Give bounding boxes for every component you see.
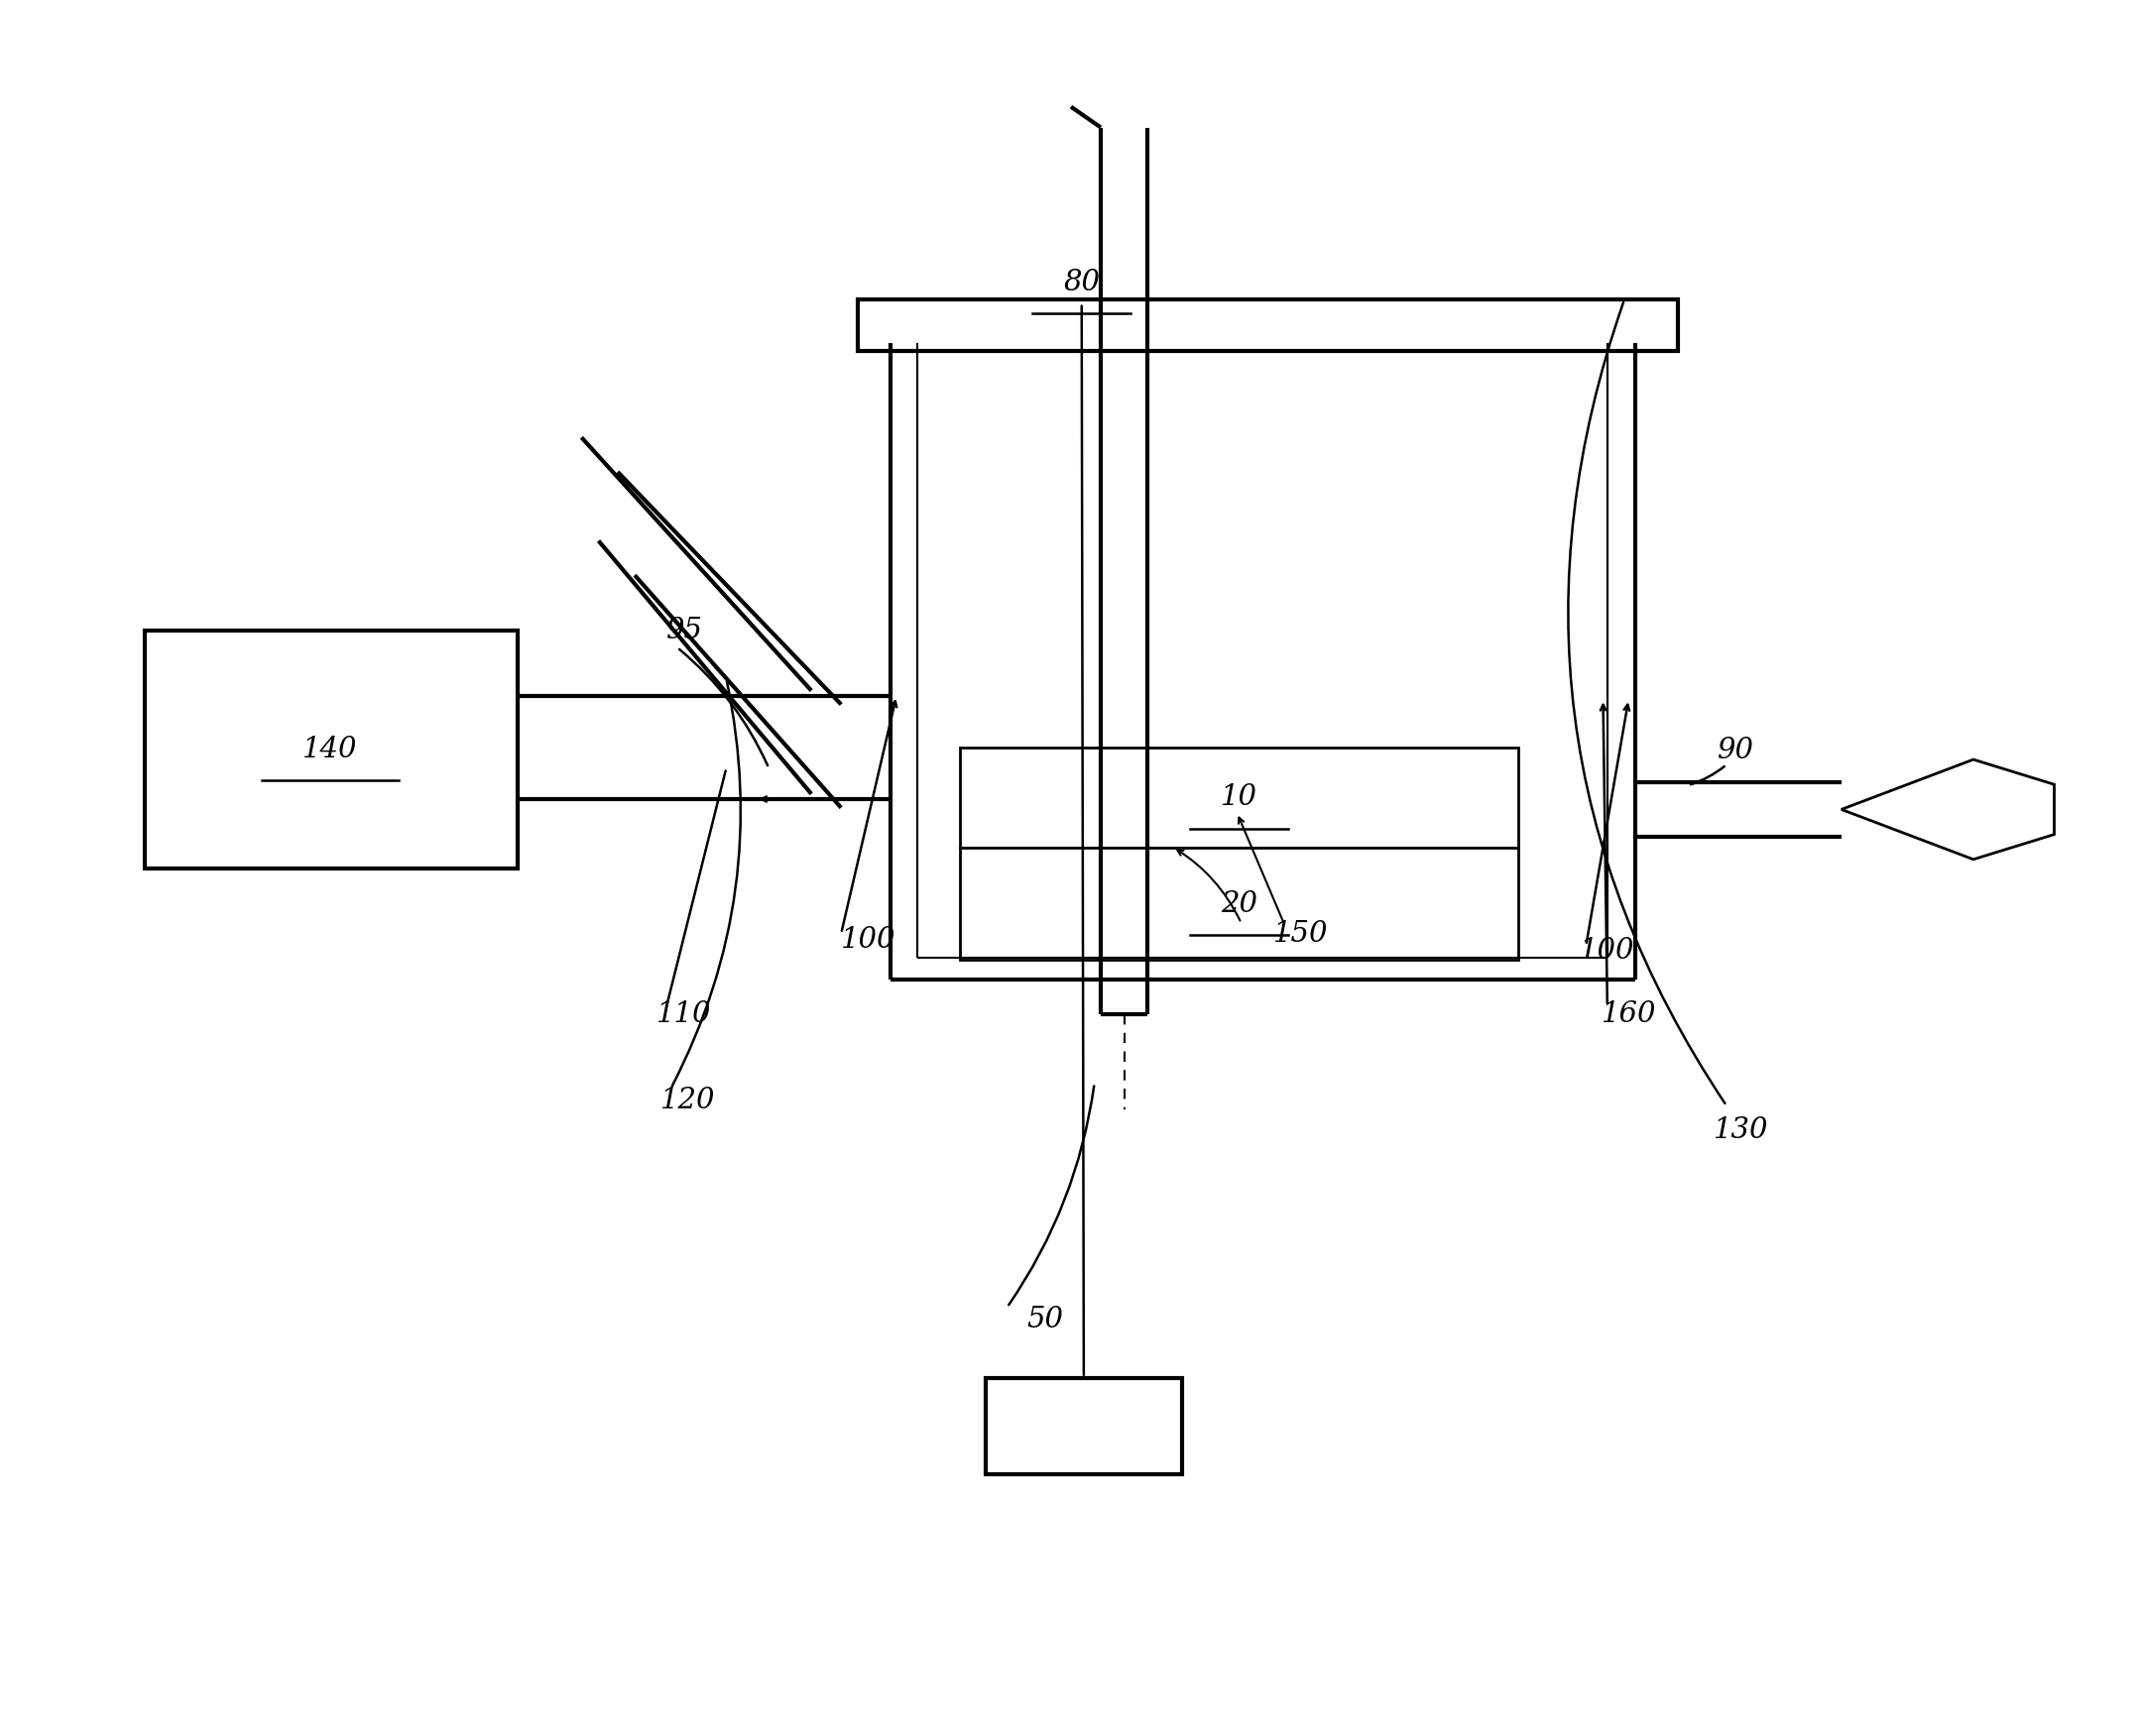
Text: 150: 150 bbox=[1272, 920, 1328, 948]
Bar bbox=[146, 630, 518, 868]
Text: 120: 120 bbox=[660, 1087, 715, 1115]
Text: 100: 100 bbox=[842, 927, 895, 955]
Text: 80: 80 bbox=[1062, 269, 1101, 297]
Text: 140: 140 bbox=[302, 736, 358, 764]
Bar bbox=[960, 847, 1519, 960]
Text: 110: 110 bbox=[655, 1000, 711, 1028]
Bar bbox=[960, 748, 1519, 847]
Text: 20: 20 bbox=[1221, 891, 1257, 918]
Text: 160: 160 bbox=[1600, 1000, 1656, 1028]
Text: 130: 130 bbox=[1714, 1116, 1769, 1144]
Bar bbox=[985, 1378, 1182, 1474]
Text: 100: 100 bbox=[1581, 937, 1634, 965]
Text: 90: 90 bbox=[1716, 738, 1754, 766]
Text: 10: 10 bbox=[1221, 783, 1257, 811]
Text: 50: 50 bbox=[1028, 1305, 1065, 1333]
Bar bbox=[859, 300, 1677, 351]
Text: 95: 95 bbox=[666, 616, 703, 644]
Polygon shape bbox=[1842, 759, 2054, 859]
